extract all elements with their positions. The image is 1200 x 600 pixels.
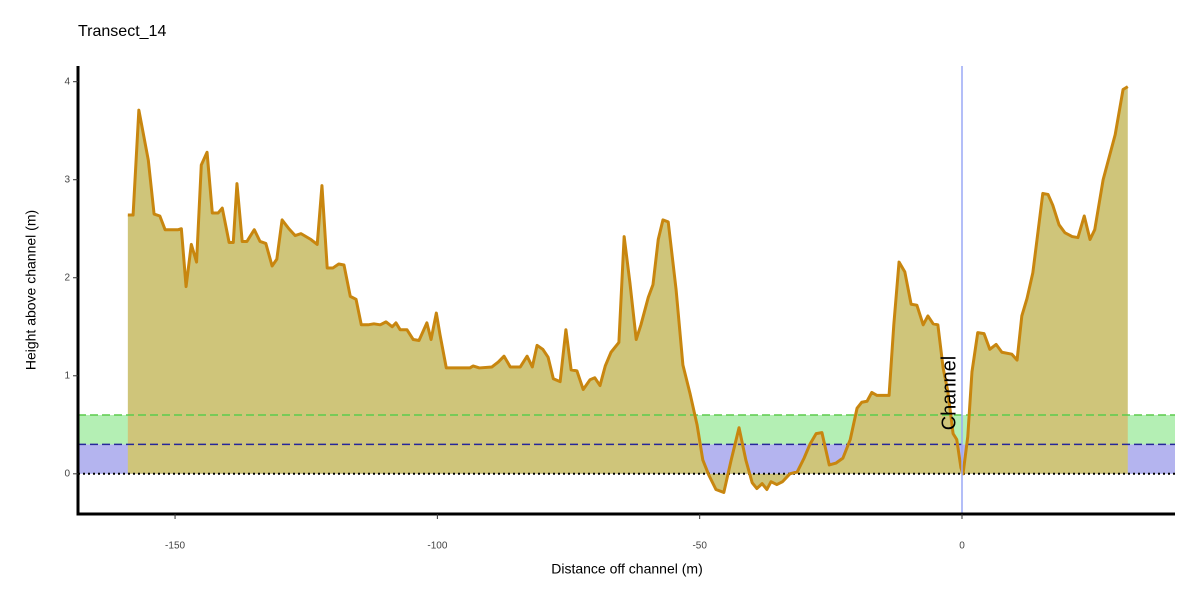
chart-title: Transect_14: [78, 23, 166, 40]
y-tick-label: 4: [64, 76, 70, 87]
x-tick-label: 0: [959, 541, 965, 552]
x-axis-label: Distance off channel (m): [551, 561, 702, 577]
channel-label: Channel: [938, 356, 960, 431]
y-tick-label: 1: [64, 370, 70, 381]
x-tick-label: -150: [165, 541, 185, 552]
y-axis-label: Height above channel (m): [23, 210, 39, 370]
y-tick-label: 0: [64, 468, 70, 479]
area-fill: [127, 86, 1128, 493]
x-tick-label: -50: [692, 541, 707, 552]
y-tick-label: 2: [64, 272, 70, 283]
y-tick-label: 3: [64, 174, 70, 185]
x-tick-label: -100: [427, 541, 447, 552]
